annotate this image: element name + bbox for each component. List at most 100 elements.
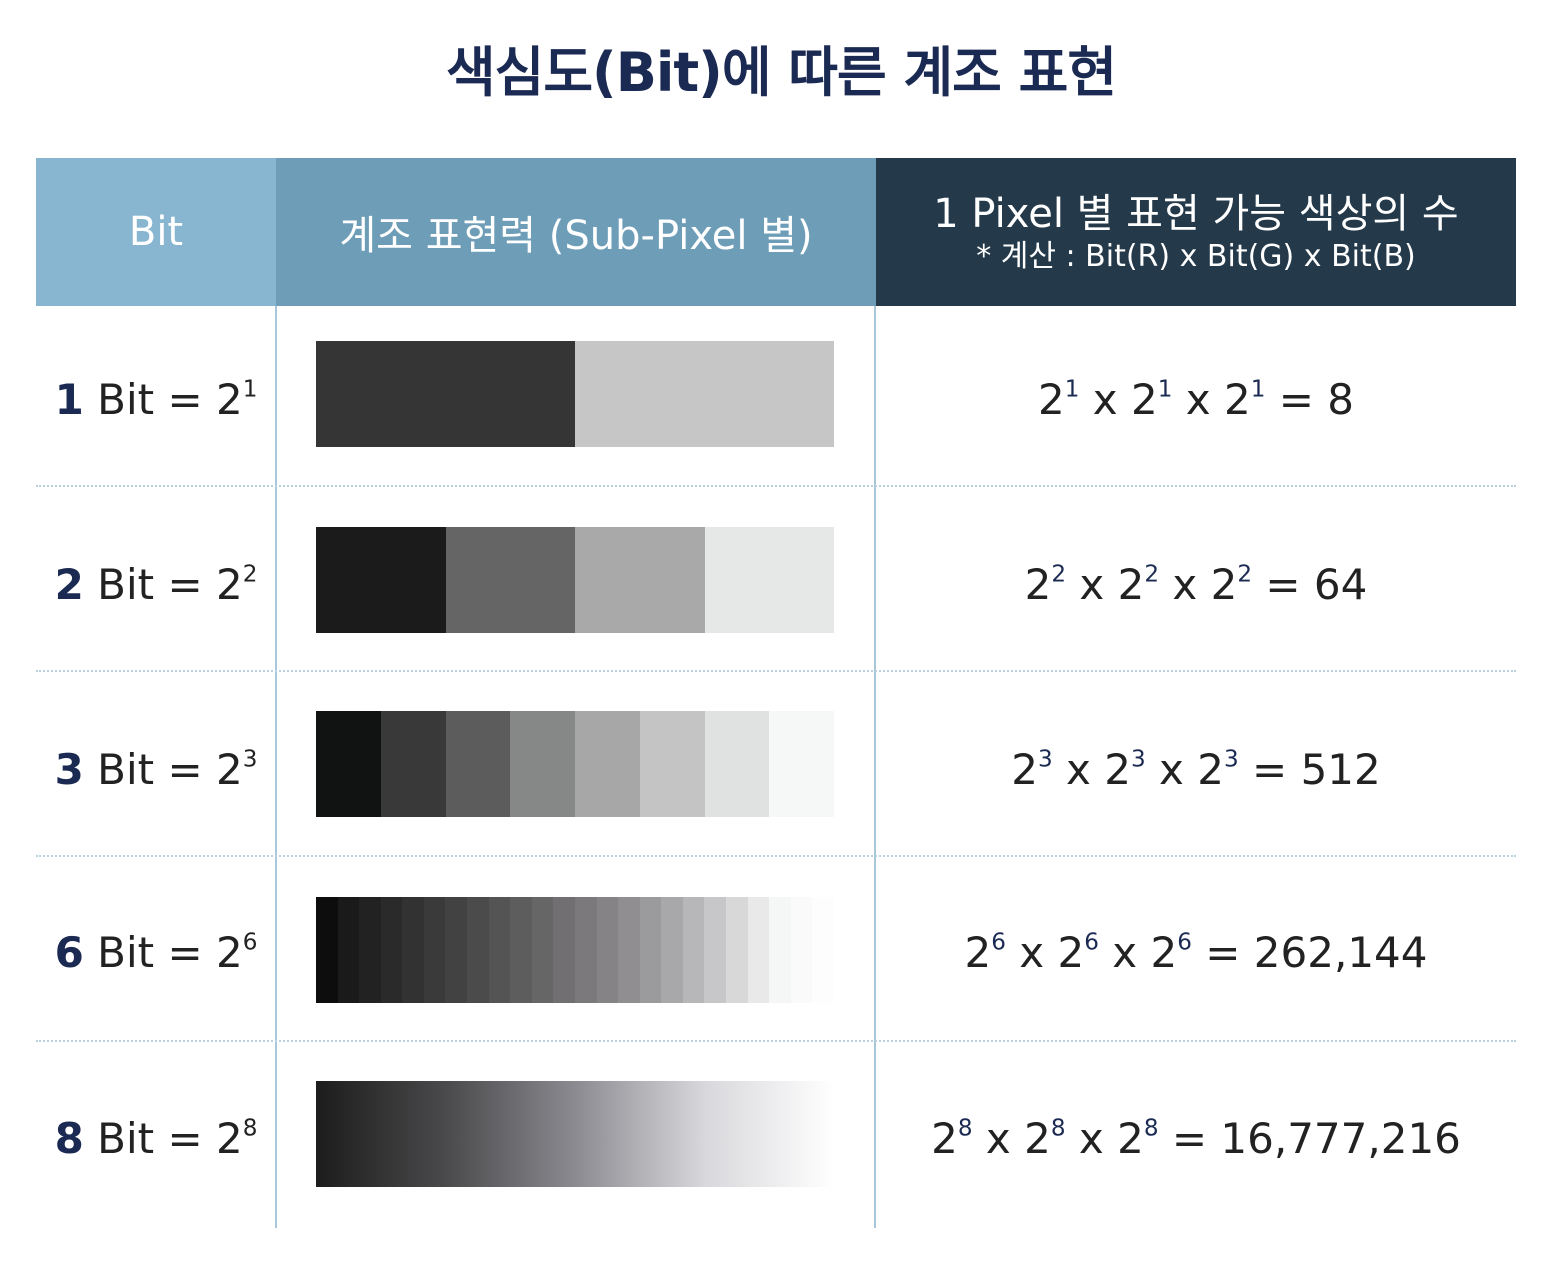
- bit-exponent: 6: [242, 929, 258, 956]
- color-count-formula-1: 21 x 21 x 21 = 8: [876, 375, 1516, 424]
- formula-base: x 2: [1005, 928, 1085, 977]
- column-divider-2: [874, 306, 876, 1228]
- bit-number: 8: [54, 1114, 84, 1163]
- gradation-step: [769, 711, 834, 817]
- bit-number: 3: [54, 745, 84, 794]
- bit-label-3: 3 Bit = 23: [36, 745, 276, 794]
- header-colors-note: * 계산 : Bit(R) x Bit(G) x Bit(B): [976, 239, 1416, 274]
- bit-number: 6: [54, 928, 84, 977]
- bit-label-8: 8 Bit = 28: [36, 1114, 276, 1163]
- formula-exp: 2: [1144, 561, 1160, 588]
- color-count-formula-2: 22 x 22 x 22 = 64: [876, 560, 1516, 609]
- formula-base: 2: [1024, 560, 1052, 609]
- gradation-step: [380, 711, 446, 817]
- gradation-step: [575, 527, 705, 633]
- bit-label-2: 2 Bit = 22: [36, 560, 276, 609]
- header-bit-label: Bit: [128, 209, 184, 255]
- gradation-step: [575, 711, 640, 817]
- gradation-step: [725, 897, 748, 1003]
- formula-exp: 6: [991, 929, 1006, 956]
- page-title: 색심도(Bit)에 따른 계조 표현: [445, 41, 1117, 104]
- bit-label-text: Bit = 2: [83, 745, 243, 794]
- gradation-bar-8: [316, 1081, 834, 1187]
- gradation-step: [704, 527, 834, 633]
- gradation-bar-6: [316, 897, 834, 1003]
- formula-result: = 262,144: [1191, 928, 1428, 977]
- gradation-step: [596, 897, 619, 1003]
- bit-exponent: 8: [242, 1115, 258, 1142]
- gradation-step: [316, 527, 446, 633]
- gradation-step: [531, 897, 554, 1003]
- gradation-step: [380, 897, 403, 1003]
- gradation-step: [510, 897, 532, 1003]
- row-divider: [36, 855, 1516, 857]
- gradation-step: [812, 897, 834, 1003]
- color-count-formula-6: 26 x 26 x 26 = 262,144: [876, 928, 1516, 977]
- formula-exp: 1: [1157, 376, 1173, 403]
- header-bit: Bit: [36, 158, 276, 306]
- formula-exp: 8: [1050, 1115, 1066, 1142]
- formula-result: = 64: [1252, 560, 1368, 609]
- gradation-step: [575, 341, 834, 447]
- gradation-step: [639, 711, 705, 817]
- header-colors-label: 1 Pixel 별 표현 가능 색상의 수: [933, 191, 1459, 237]
- bit-exponent: 2: [242, 561, 258, 588]
- bit-number: 2: [54, 560, 84, 609]
- formula-base: x 2: [1172, 375, 1251, 424]
- formula-exp: 3: [1038, 746, 1053, 773]
- gradation-step: [445, 711, 511, 817]
- formula-exp: 8: [957, 1115, 973, 1142]
- gradation-step: [553, 897, 575, 1003]
- gradation-step: [488, 897, 511, 1003]
- gradation-step: [618, 897, 640, 1003]
- gradation-step: [790, 897, 813, 1003]
- formula-base: x 2: [1065, 1114, 1144, 1163]
- formula-exp: 3: [1130, 746, 1146, 773]
- gradation-step: [316, 341, 575, 447]
- color-count-formula-3: 23 x 23 x 23 = 512: [876, 745, 1516, 794]
- formula-result: = 512: [1238, 745, 1381, 794]
- gradation-step: [402, 897, 424, 1003]
- formula-exp: 8: [1143, 1115, 1159, 1142]
- formula-exp: 6: [1084, 929, 1099, 956]
- row-divider: [36, 485, 1516, 487]
- gradation-step: [574, 897, 597, 1003]
- gradation-step: [510, 711, 575, 817]
- formula-base: x 2: [1066, 560, 1145, 609]
- row-divider: [36, 670, 1516, 672]
- bit-label-text: Bit = 2: [83, 375, 243, 424]
- gradation-step: [359, 897, 381, 1003]
- formula-result: = 16,777,216: [1158, 1114, 1461, 1163]
- gradation-step: [337, 897, 360, 1003]
- formula-exp: 2: [1051, 561, 1067, 588]
- formula-exp: 1: [1064, 376, 1080, 403]
- formula-base: x 2: [1079, 375, 1158, 424]
- header-colors: 1 Pixel 별 표현 가능 색상의 수 * 계산 : Bit(R) x Bi…: [876, 158, 1516, 306]
- row-divider: [36, 1040, 1516, 1042]
- gradation-step: [445, 897, 468, 1003]
- bit-number: 1: [54, 375, 84, 424]
- formula-result: = 8: [1265, 375, 1355, 424]
- column-divider-1: [275, 306, 277, 1228]
- bit-exponent: 3: [242, 746, 258, 773]
- formula-base: 2: [964, 928, 992, 977]
- gradation-bar-1: [316, 341, 834, 447]
- gradation-step: [316, 897, 338, 1003]
- gradation-step: [423, 897, 446, 1003]
- gradation-bar-2: [316, 527, 834, 633]
- bit-label-text: Bit = 2: [83, 560, 243, 609]
- formula-exp: 3: [1223, 746, 1239, 773]
- gradation-bar-3: [316, 711, 834, 817]
- header-gradation: 계조 표현력 (Sub-Pixel 별): [276, 158, 876, 306]
- gradation-step: [661, 897, 683, 1003]
- formula-base: 2: [931, 1114, 958, 1163]
- formula-exp: 6: [1177, 929, 1192, 956]
- bit-label-text: Bit = 2: [83, 1114, 243, 1163]
- formula-base: x 2: [972, 1114, 1051, 1163]
- gradation-step: [704, 897, 726, 1003]
- gradation-step: [769, 897, 791, 1003]
- formula-base: x 2: [1159, 560, 1238, 609]
- formula-base: 2: [1037, 375, 1065, 424]
- gradation-step: [682, 897, 705, 1003]
- gradation-step: [639, 897, 662, 1003]
